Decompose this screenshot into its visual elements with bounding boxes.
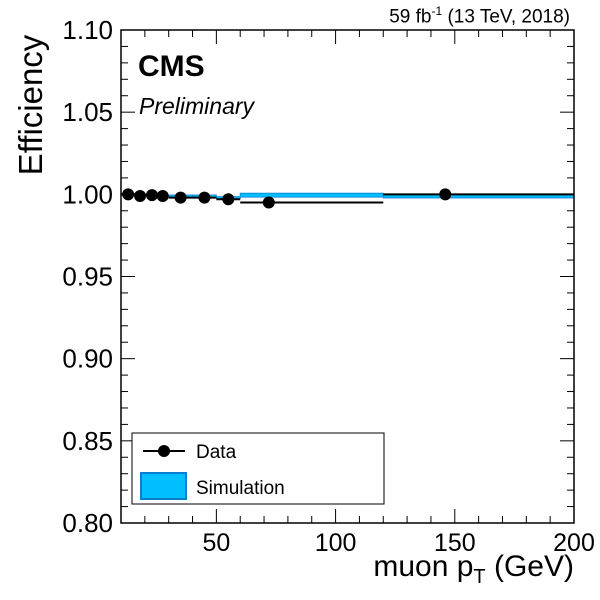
x-tick-label: 50 xyxy=(202,529,230,557)
x-tick-label: 200 xyxy=(553,529,595,557)
data-point xyxy=(198,191,211,204)
data-point xyxy=(439,188,452,201)
simulation-bin xyxy=(239,192,384,198)
y-tick-label: 1.00 xyxy=(62,179,113,209)
plot-frame xyxy=(120,29,575,524)
lumi-value: 59 fb xyxy=(389,6,432,28)
data-points xyxy=(121,188,574,209)
x-tick-label: 100 xyxy=(315,529,357,557)
data-point xyxy=(262,196,275,209)
legend-data-label: Data xyxy=(196,442,237,463)
data-point xyxy=(134,189,147,202)
lumi-exponent: -1 xyxy=(431,4,443,18)
legend-data-marker xyxy=(158,445,170,457)
data-point xyxy=(145,189,158,202)
y-tick-label: 0.90 xyxy=(62,344,113,374)
y-tick-label: 1.10 xyxy=(62,15,113,45)
x-tick-label: 150 xyxy=(434,529,476,557)
x-axis-label-unit: (GeV) xyxy=(485,550,574,583)
legend-simulation-label: Simulation xyxy=(196,478,285,499)
legend-simulation-swatch xyxy=(140,472,187,500)
x-axis-label-main: muon p xyxy=(373,550,474,583)
data-point xyxy=(174,191,187,204)
axis-ticks xyxy=(120,29,575,524)
y-tick-label: 0.80 xyxy=(62,508,113,538)
y-tick-label: 0.95 xyxy=(62,262,113,292)
x-axis-label: muon pT (GeV) xyxy=(373,550,574,589)
data-point xyxy=(222,193,235,206)
luminosity-label: 59 fb-1 (13 TeV, 2018) xyxy=(389,4,570,28)
y-tick-labels: 0.80 0.85 0.90 0.95 1.00 1.05 1.10 xyxy=(62,15,113,538)
data-point xyxy=(156,189,169,202)
x-axis-label-sub: T xyxy=(473,566,486,588)
y-axis-label: Efficiency xyxy=(12,34,49,176)
y-tick-label: 1.05 xyxy=(62,97,113,127)
y-tick-label: 0.85 xyxy=(62,426,113,456)
experiment-label: CMS xyxy=(138,50,205,83)
legend: Data Simulation xyxy=(131,432,385,505)
status-label: Preliminary xyxy=(139,93,255,119)
lumi-energy: (13 TeV, 2018) xyxy=(442,6,570,28)
x-tick-labels: 50 100 150 200 xyxy=(202,529,594,557)
